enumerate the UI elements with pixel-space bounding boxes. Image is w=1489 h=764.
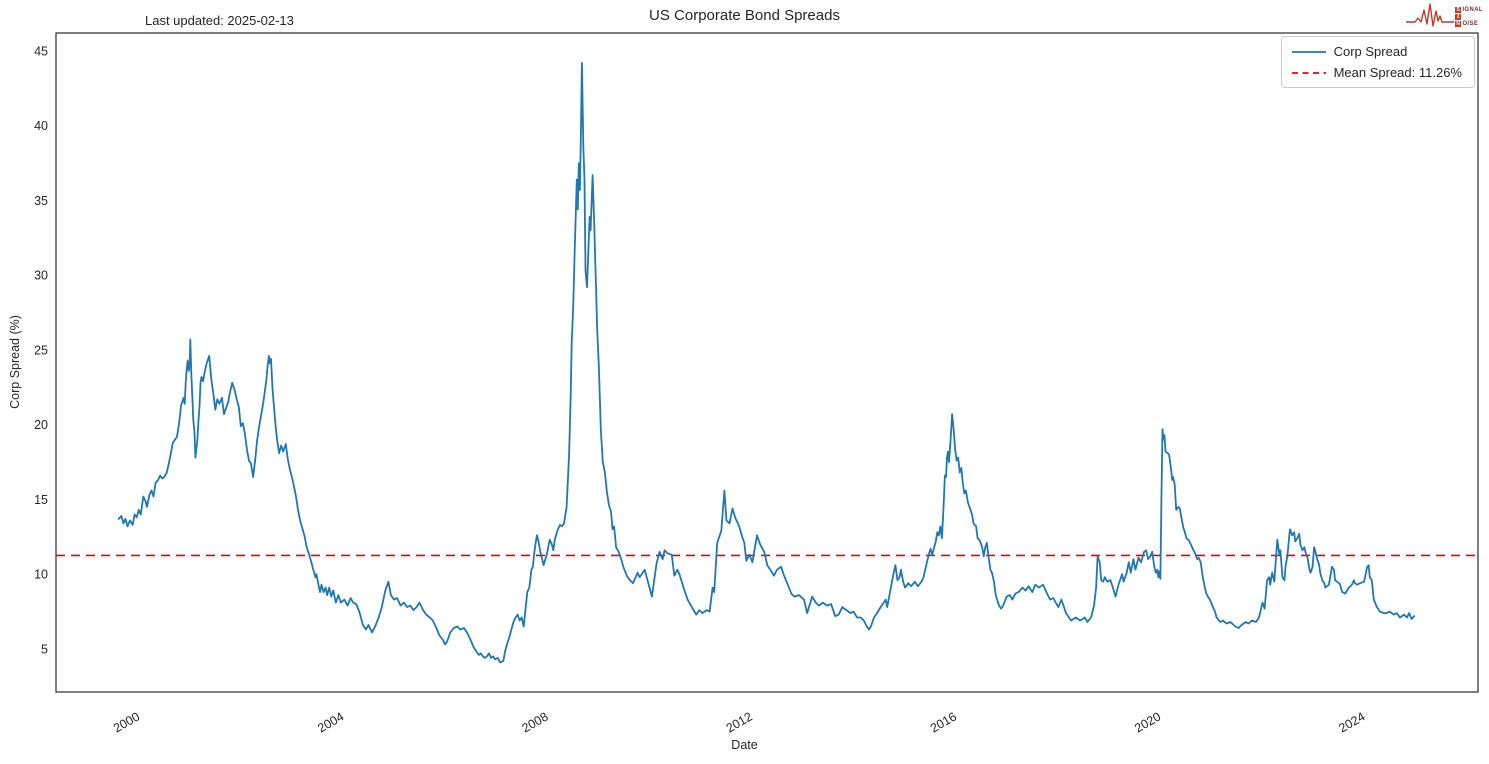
y-axis-label: Corp Spread (%) (8, 315, 22, 409)
legend: Corp Spread Mean Spread: 11.26% (1280, 36, 1475, 88)
last-updated-label: Last updated: 2025-02-13 (145, 13, 294, 28)
x-tick-label: 2000 (111, 709, 142, 735)
signal2noise-logo: S IGNAL 2 N OISE (1406, 2, 1483, 28)
x-tick-label: 2008 (520, 709, 551, 735)
x-axis-label: Date (731, 738, 758, 752)
legend-label-mean-spread: Mean Spread: 11.26% (1333, 65, 1462, 80)
y-axis-tick-labels: 5 10 15 20 25 30 35 40 45 (34, 44, 48, 656)
mean-spread-line-swatch (1291, 71, 1326, 74)
legend-item-mean-spread: Mean Spread: 11.26% (1291, 65, 1462, 80)
logo-row-signal: S IGNAL (1455, 7, 1483, 13)
y-tick-label: 35 (34, 194, 48, 208)
logo-badge-n: N (1455, 21, 1462, 27)
plot-border (55, 32, 1479, 693)
y-tick-label: 25 (34, 343, 48, 357)
logo-row-2: 2 (1455, 14, 1483, 20)
y-tick-label: 5 (41, 642, 48, 656)
y-tick-label: 40 (34, 119, 48, 133)
legend-item-corp-spread: Corp Spread (1291, 44, 1462, 59)
corp-spread-line-swatch (1291, 50, 1326, 53)
logo-text-ignal: IGNAL (1462, 7, 1483, 13)
x-tick-label: 2012 (724, 709, 755, 735)
corp-spread-line (117, 62, 1416, 664)
y-tick-label: 15 (34, 493, 48, 507)
y-tick-label: 20 (34, 418, 48, 432)
y-tick-label: 10 (34, 568, 48, 582)
x-tick-label: 2004 (315, 709, 346, 735)
logo-badge-2: 2 (1455, 14, 1462, 20)
y-tick-label: 30 (34, 269, 48, 283)
x-tick-label: 2016 (928, 709, 959, 735)
chart-title: US Corporate Bond Spreads (649, 7, 840, 24)
logo-row-noise: N OISE (1455, 21, 1483, 27)
logo-badge-s: S (1455, 7, 1462, 13)
x-tick-label: 2020 (1132, 709, 1163, 735)
logo-text-oise: OISE (1462, 21, 1479, 27)
logo-text: S IGNAL 2 N OISE (1455, 7, 1483, 28)
x-tick-label: 2024 (1336, 709, 1367, 735)
heartbeat-icon (1406, 3, 1455, 27)
x-axis-tick-labels: 2000 2004 2008 2012 2016 2020 2024 (111, 709, 1368, 735)
legend-label-corp-spread: Corp Spread (1333, 44, 1408, 59)
y-tick-label: 45 (34, 44, 48, 58)
